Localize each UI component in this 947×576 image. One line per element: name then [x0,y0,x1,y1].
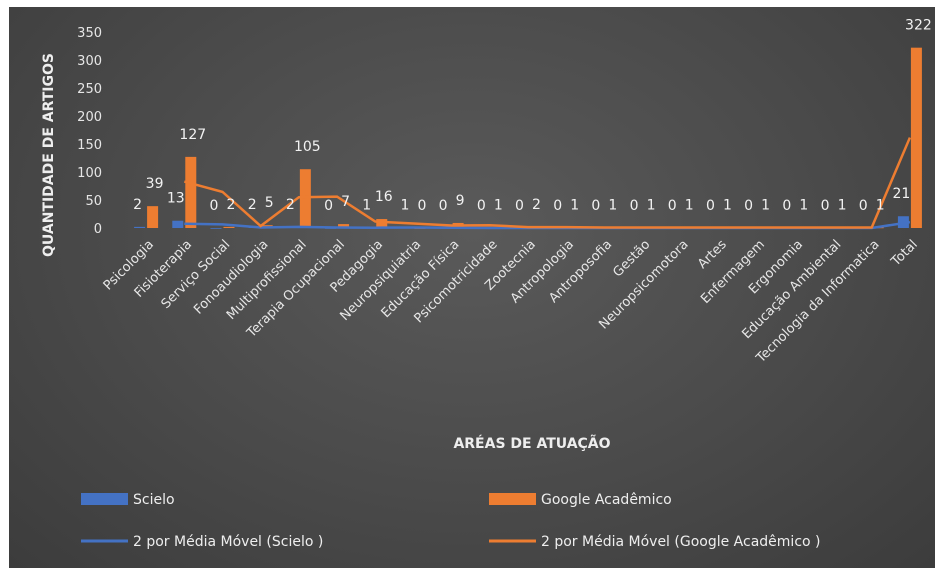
google-academico-bar [147,206,159,228]
scielo-data-label: 21 [892,186,910,202]
y-tick-label: 250 [77,82,102,97]
google-data-label: 1 [608,197,617,213]
google-data-label: 0 [417,198,426,214]
scielo-bar [172,220,184,228]
scielo-data-label: 0 [782,198,791,214]
scielo-data-label: 2 [286,197,295,213]
google-data-label: 1 [838,197,847,213]
scielo-data-label: 0 [439,198,448,214]
scielo-data-label: 0 [210,198,219,214]
scielo-data-label: 0 [859,198,868,214]
legend-swatch [489,493,536,505]
x-tick-label: Artes [695,237,730,272]
google-data-label: 16 [375,189,393,205]
google-data-label: 1 [761,197,770,213]
scielo-data-label: 13 [167,191,185,207]
scielo-bar [210,228,222,229]
google-data-label: 1 [723,197,732,213]
google-data-label: 39 [146,176,164,192]
google-academico-bar [185,156,197,228]
google-data-label: 2 [227,197,236,213]
google-academico-bar [223,226,235,228]
google-data-label: 1 [570,197,579,213]
scielo-data-label: 0 [591,198,600,214]
y-tick-label: 200 [77,110,102,125]
legend-label: Scielo [133,492,175,508]
legend: Scielo Google Acadêmico 2 por Média Móvel … [81,492,821,550]
google-academico-bar [910,47,922,229]
google-moving-average-line [183,137,912,229]
scielo-data-label: 0 [477,198,486,214]
google-data-label: 105 [294,139,321,155]
y-tick-label: 300 [77,54,102,69]
scielo-data-label: 0 [630,198,639,214]
scielo-data-label: 0 [553,198,562,214]
scielo-data-label: 2 [248,197,257,213]
scielo-data-label: 0 [706,198,715,214]
google-data-label: 127 [179,127,206,143]
y-tick-label: 100 [77,166,102,181]
google-academico-bar [338,224,350,228]
google-data-label: 322 [905,18,932,34]
google-academico-bar [299,169,311,228]
google-data-label: 5 [265,195,274,211]
x-tick-label: Total [888,237,921,270]
scielo-bar [134,226,146,228]
y-tick-label: 150 [77,138,102,153]
y-tick-label: 0 [94,222,102,237]
y-tick-label: 350 [77,26,102,41]
y-tick-label: 50 [85,194,102,209]
x-axis-title: ARÉAS DE ATUAÇÃO [453,435,610,452]
google-data-label: 7 [341,194,350,210]
scielo-data-label: 1 [400,197,409,213]
google-data-label: 9 [456,193,465,209]
legend-label: Google Acadêmico [541,492,672,508]
legend-swatch [81,493,128,505]
google-data-label: 2 [532,197,541,213]
scielo-data-label: 0 [668,198,677,214]
google-data-label: 1 [799,197,808,213]
google-data-label: 1 [876,197,885,213]
scielo-data-label: 1 [362,197,371,213]
legend-label: 2 por Média Móvel (Google Acadêmico ) [541,534,821,550]
scielo-data-label: 0 [744,198,753,214]
google-data-label: 1 [494,197,503,213]
scielo-data-label: 2 [133,197,142,213]
scielo-data-label: 0 [324,198,333,214]
scielo-data-label: 0 [515,198,524,214]
y-axis-title: QUANTIDADE DE ARTIGOS [41,53,57,257]
google-data-label: 1 [647,197,656,213]
google-academico-bar [376,219,388,228]
scielo-data-label: 0 [821,198,830,214]
google-data-label: 1 [685,197,694,213]
x-tick-label: Serviço Social [159,237,234,312]
chart-frame: 0 50 100 150 200 250 300 350 2 39 13 127 0 2 2 5 2 105 0 7… [9,7,935,568]
legend-label: 2 por Média Móvel (Scielo ) [133,534,323,550]
